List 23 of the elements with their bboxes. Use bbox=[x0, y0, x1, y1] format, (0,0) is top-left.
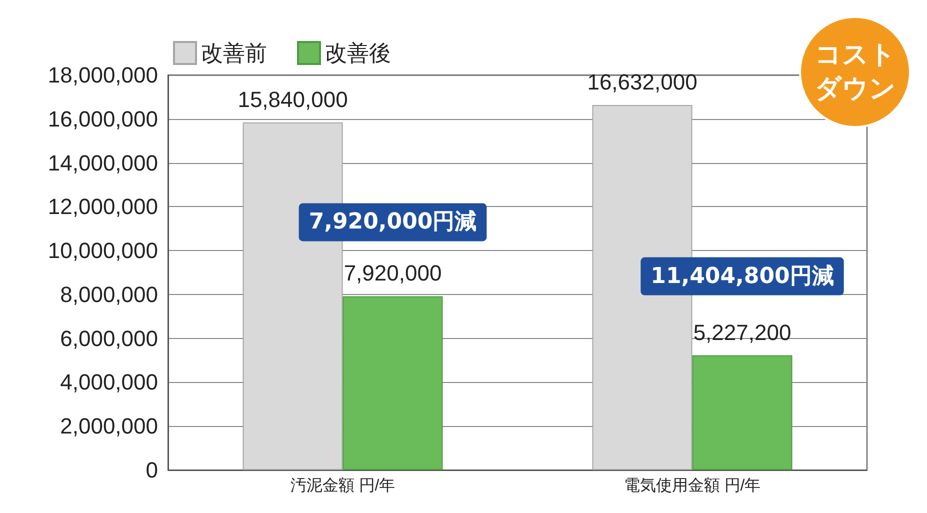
y-tick-label: 4,000,000 bbox=[60, 370, 158, 395]
data-label: 7,920,000 bbox=[344, 260, 442, 286]
y-tick-label: 0 bbox=[146, 458, 158, 482]
legend-label: 改善前 bbox=[201, 40, 267, 66]
x-tick-label: 電気使用金額 円/年 bbox=[624, 476, 761, 494]
y-tick-label: 8,000,000 bbox=[60, 282, 158, 307]
annotation: 7,920,000円減 bbox=[308, 210, 477, 235]
annotation: コストダウン bbox=[815, 40, 896, 104]
y-tick-label: 16,000,000 bbox=[48, 106, 158, 132]
legend-label: 改善後 bbox=[325, 40, 391, 66]
data-label: 5,227,200 bbox=[693, 320, 792, 345]
data-label: 15,840,000 bbox=[238, 86, 348, 112]
y-tick-label: 6,000,000 bbox=[60, 326, 158, 351]
y-tick-label: 18,000,000 bbox=[48, 62, 158, 88]
annotation: 11,404,800円減 bbox=[650, 264, 834, 289]
y-tick-label: 2,000,000 bbox=[60, 414, 158, 439]
bar bbox=[692, 355, 792, 470]
y-tick-label: 10,000,000 bbox=[48, 238, 158, 264]
x-tick-label: 汚泥金額 円/年 bbox=[290, 476, 396, 494]
y-tick-label: 12,000,000 bbox=[48, 194, 158, 220]
bar bbox=[342, 296, 443, 470]
data-label: 16,632,000 bbox=[587, 70, 698, 95]
y-tick-label: 14,000,000 bbox=[48, 150, 158, 176]
